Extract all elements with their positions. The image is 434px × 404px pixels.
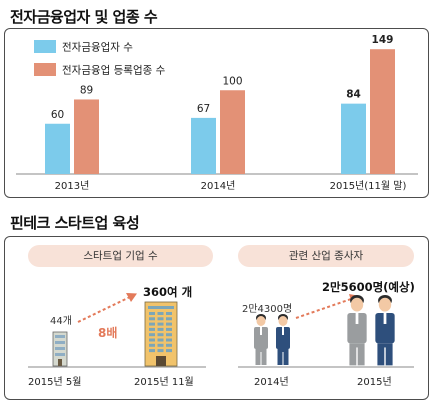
growth-arrow-employees <box>295 297 355 319</box>
bar-2-3 <box>370 49 395 174</box>
arrow-head-startups <box>126 293 137 302</box>
chart-title: 전자금융업자 및 업종 수 <box>10 8 158 26</box>
employee-before-value: 2만4300명 <box>242 304 293 315</box>
bar-2-2 <box>220 90 245 174</box>
small-building-icon <box>52 331 68 367</box>
legend-swatch-series-1 <box>34 40 56 53</box>
employee-after-value: 2만5600명(예상) <box>322 280 415 294</box>
x-tick-label-3: 2015년(11월 말) <box>330 180 407 192</box>
data-label-2-3: 149 <box>372 34 394 46</box>
x-tick-label-2: 2014년 <box>201 180 236 192</box>
employee-before-year: 2014년 <box>254 377 289 388</box>
growth-arrow-startups <box>77 295 133 323</box>
bar-2-1 <box>74 99 99 174</box>
startup-after-date: 2015년 11월 <box>134 377 194 388</box>
legend-label-series-1: 전자금융업자 수 <box>62 41 133 54</box>
legend-swatch-series-2 <box>34 63 56 76</box>
person-icon-2015-a <box>347 295 367 366</box>
section2-title: 핀테크 스타트업 육성 <box>10 214 140 232</box>
legend-label-series-2: 전자금융업 등록업종 수 <box>62 64 166 77</box>
person-icon-2015-b <box>375 295 395 366</box>
startup-count-label: 스타트업 기업 수 <box>28 245 213 267</box>
employee-after-year: 2015년 <box>357 377 392 388</box>
person-icon-2014-a <box>254 314 268 365</box>
startup-before-value: 44개 <box>50 316 72 327</box>
startup-after-value: 360여 개 <box>143 285 193 299</box>
legend: 전자금융업자 수 전자금융업 등록업종 수 <box>34 40 166 77</box>
bar-1-2 <box>191 117 216 174</box>
x-tick-label-1: 2013년 <box>55 180 90 192</box>
data-label-1-3: 84 <box>346 89 361 101</box>
bar-1-3 <box>341 103 366 174</box>
chart-frame <box>4 28 429 198</box>
person-icon-2014-b <box>276 314 290 365</box>
startup-multiplier: 8배 <box>98 326 118 340</box>
data-label-1-1: 60 <box>51 109 64 121</box>
bar-1-1 <box>45 123 70 174</box>
tall-building-icon <box>144 301 178 367</box>
startup-before-date: 2015년 5월 <box>28 377 82 388</box>
employee-count-label: 관련 산업 종사자 <box>238 245 414 267</box>
bar-chart: 전자금융업자 수 전자금융업 등록업종 수 60 89 2013년 67 100 2014… <box>16 34 418 192</box>
startup-frame <box>4 236 429 400</box>
data-label-1-2: 67 <box>197 103 210 115</box>
data-label-2-2: 100 <box>222 75 242 87</box>
data-label-2-1: 89 <box>80 84 93 96</box>
